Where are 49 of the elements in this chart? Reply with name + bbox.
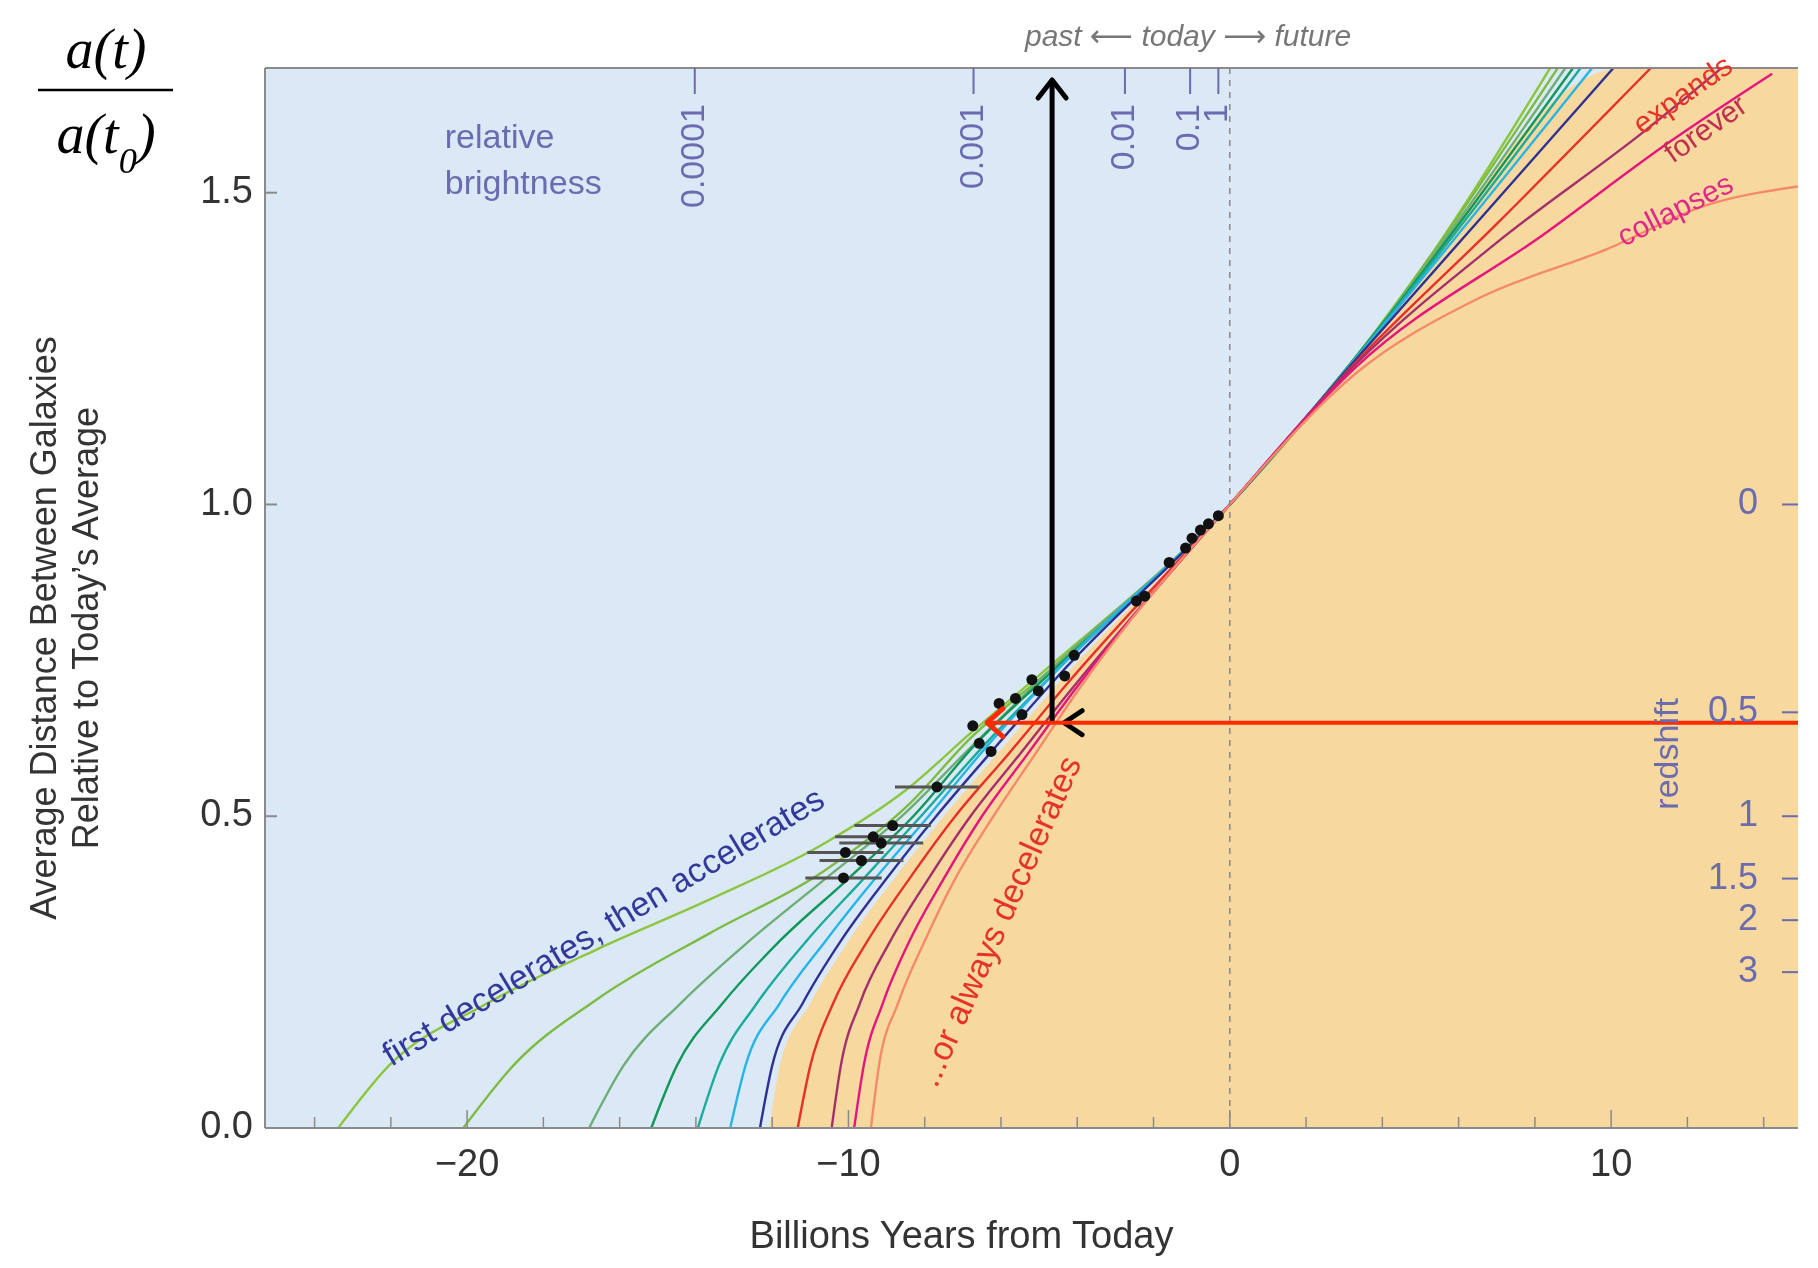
point	[875, 837, 887, 849]
point	[993, 697, 1005, 709]
x-tick-label: −20	[434, 1142, 500, 1184]
annotation: 1	[1737, 792, 1758, 834]
point	[985, 745, 997, 757]
y-tick-label: 1.0	[200, 480, 253, 523]
y-tick-label: 0.0	[200, 1104, 253, 1147]
point	[1139, 590, 1151, 602]
text: a(t$_{0}$)	[56, 103, 156, 181]
point	[1212, 510, 1224, 522]
y-tick-label: 1.5	[200, 168, 253, 211]
y-axis-title: Average Distance Between Galaxies Relative to Today’s Average	[23, 336, 106, 920]
point	[1202, 518, 1214, 530]
point	[1068, 649, 1080, 661]
annotation: relative brightness	[444, 117, 602, 201]
x-tick-label: 0	[1219, 1142, 1241, 1184]
point	[973, 737, 985, 749]
text: a(t)	[65, 18, 147, 81]
x-axis-title: Billions Years from Today	[749, 1214, 1174, 1256]
point	[1016, 709, 1028, 721]
point	[931, 781, 943, 793]
point	[839, 846, 851, 858]
annotation: 0.0001	[672, 104, 711, 208]
annotation: 3	[1737, 948, 1758, 990]
point	[1026, 674, 1038, 686]
annotation: 0.01	[1102, 104, 1141, 171]
annotation: 2	[1737, 896, 1758, 938]
point	[1180, 542, 1192, 554]
annotation: 0.001	[951, 104, 990, 190]
point	[1163, 556, 1175, 568]
point	[1130, 595, 1142, 607]
point	[838, 872, 849, 884]
annotation: 0	[1737, 480, 1758, 522]
point	[967, 720, 979, 732]
point	[1009, 692, 1021, 704]
annotation: redshift	[1647, 697, 1685, 810]
point	[1059, 670, 1071, 682]
point	[855, 855, 867, 867]
annotation: 1.5	[1707, 855, 1758, 897]
y-tick-label: 0.5	[200, 792, 253, 835]
annotation: 0.5	[1707, 688, 1758, 730]
point	[1032, 685, 1044, 697]
point	[1194, 524, 1206, 536]
point	[1186, 532, 1198, 544]
x-tick-label: −10	[816, 1142, 881, 1184]
text: past ⟵ today ⟶ future	[1024, 19, 1352, 52]
x-tick-label: 10	[1590, 1142, 1633, 1184]
point	[887, 820, 899, 832]
point	[867, 831, 879, 843]
